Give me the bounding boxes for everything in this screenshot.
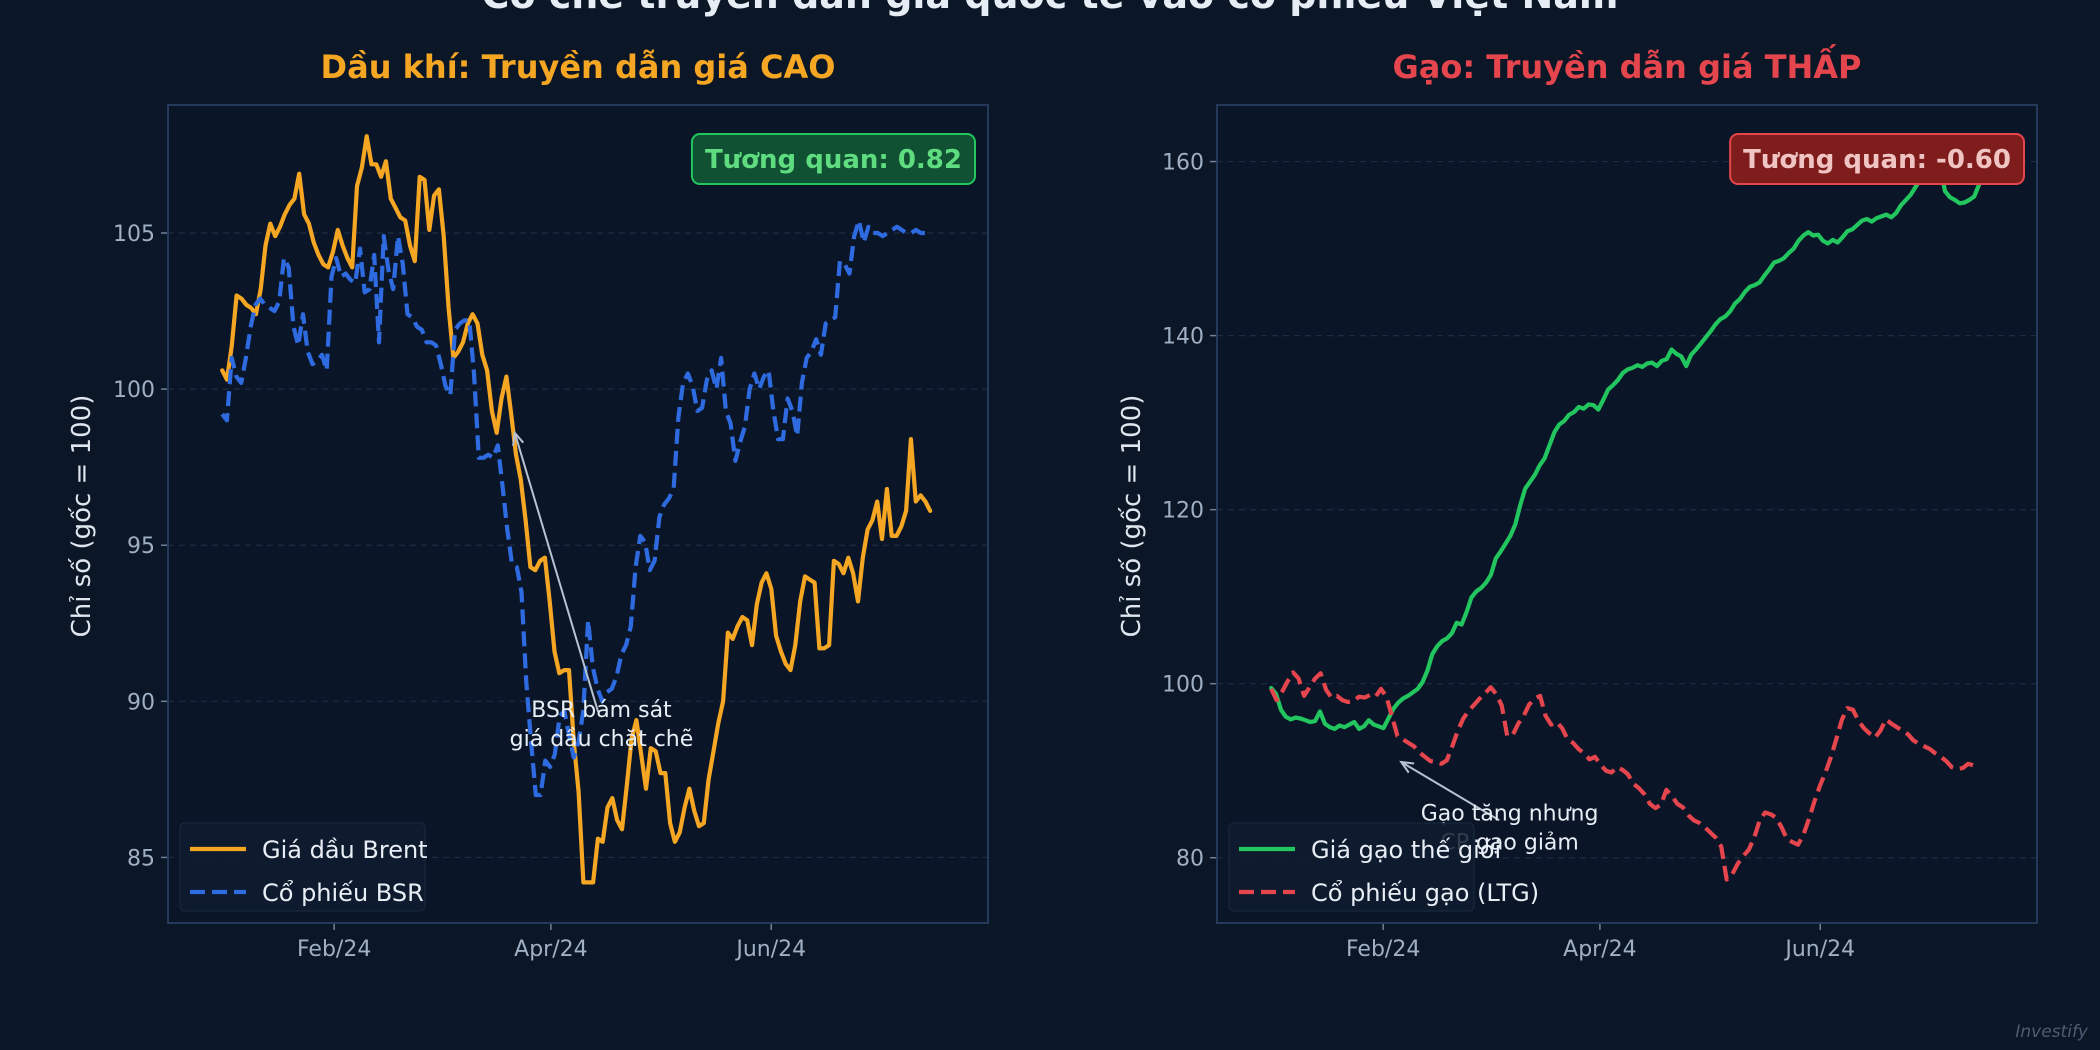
oil-x-tick-label: Apr/24 (514, 937, 587, 962)
oil-x-tick-label: Jun/24 (734, 937, 806, 962)
oil-annotation-text: giá dầu chặt chẽ (510, 727, 694, 752)
rice-y-axis-label: Chỉ số (gốc = 100) (1117, 395, 1147, 638)
oil-annotation-text: BSR bám sát (531, 698, 672, 723)
oil-correlation-badge (690, 133, 976, 185)
oil-y-tick-label: 95 (127, 534, 155, 559)
rice-correlation-badge (1729, 133, 2025, 185)
oil-axes-frame (167, 104, 989, 924)
oil-chart-panel: Dầu khí: Truyền dẫn giá CAO Chỉ số (gốc … (67, 48, 989, 962)
rice-y-tick-label: 100 (1162, 673, 1204, 698)
rice-series-line-1 (1269, 670, 1980, 882)
oil-correlation-label: Tương quan: 0.82 (705, 145, 962, 175)
oil-legend (179, 822, 426, 912)
watermark: Investify (2015, 1022, 2089, 1042)
rice-chart-title: Gạo: Truyền dẫn giá THẤP (1393, 44, 1862, 86)
oil-x-tick-label: Feb/24 (297, 937, 371, 962)
oil-chart-title: Dầu khí: Truyền dẫn giá CAO (321, 48, 836, 86)
oil-y-axis-label: Chỉ số (gốc = 100) (67, 395, 97, 638)
rice-chart-panel: Gạo: Truyền dẫn giá THẤP Chỉ số (gốc = 1… (1117, 44, 2038, 962)
rice-annotation-text: Gạo tăng nhưng (1421, 801, 1599, 826)
rice-annotation-arrow (1400, 761, 1500, 822)
rice-x-tick-label: Jun/24 (1783, 937, 1855, 962)
oil-y-tick-label: 85 (127, 846, 155, 871)
rice-plot-area (1217, 105, 2037, 923)
oil-legend-label-1: Cổ phiếu BSR (262, 879, 424, 907)
rice-y-tick-label: 160 (1162, 151, 1204, 176)
oil-y-tick-label: 105 (113, 222, 155, 247)
oil-y-tick-label: 100 (113, 378, 155, 403)
rice-legend-label-0: Giá gạo thế giới (1311, 836, 1501, 864)
rice-x-tick-label: Apr/24 (1563, 937, 1636, 962)
rice-legend (1228, 822, 1475, 912)
oil-series-line-0 (220, 134, 933, 885)
rice-annotation-arrowhead (1399, 760, 1415, 774)
oil-annotation-arrowhead (512, 430, 525, 446)
oil-annotation-arrow (513, 432, 600, 712)
rice-series-line-0 (1269, 161, 1982, 732)
oil-legend-label-0: Giá dầu Brent (262, 836, 428, 864)
oil-y-tick-label: 90 (127, 690, 155, 715)
rice-y-tick-label: 140 (1162, 325, 1204, 350)
figure-title: Cơ chế truyền dẫn giá quốc tế vào cổ phi… (481, 0, 1618, 17)
rice-axes-frame (1216, 104, 2038, 924)
rice-y-tick-label: 80 (1176, 847, 1204, 872)
rice-correlation-label: Tương quan: -0.60 (1743, 145, 2011, 175)
rice-legend-label-1: Cổ phiếu gạo (LTG) (1311, 879, 1539, 907)
rice-x-tick-label: Feb/24 (1346, 937, 1420, 962)
rice-y-tick-label: 120 (1162, 499, 1204, 524)
